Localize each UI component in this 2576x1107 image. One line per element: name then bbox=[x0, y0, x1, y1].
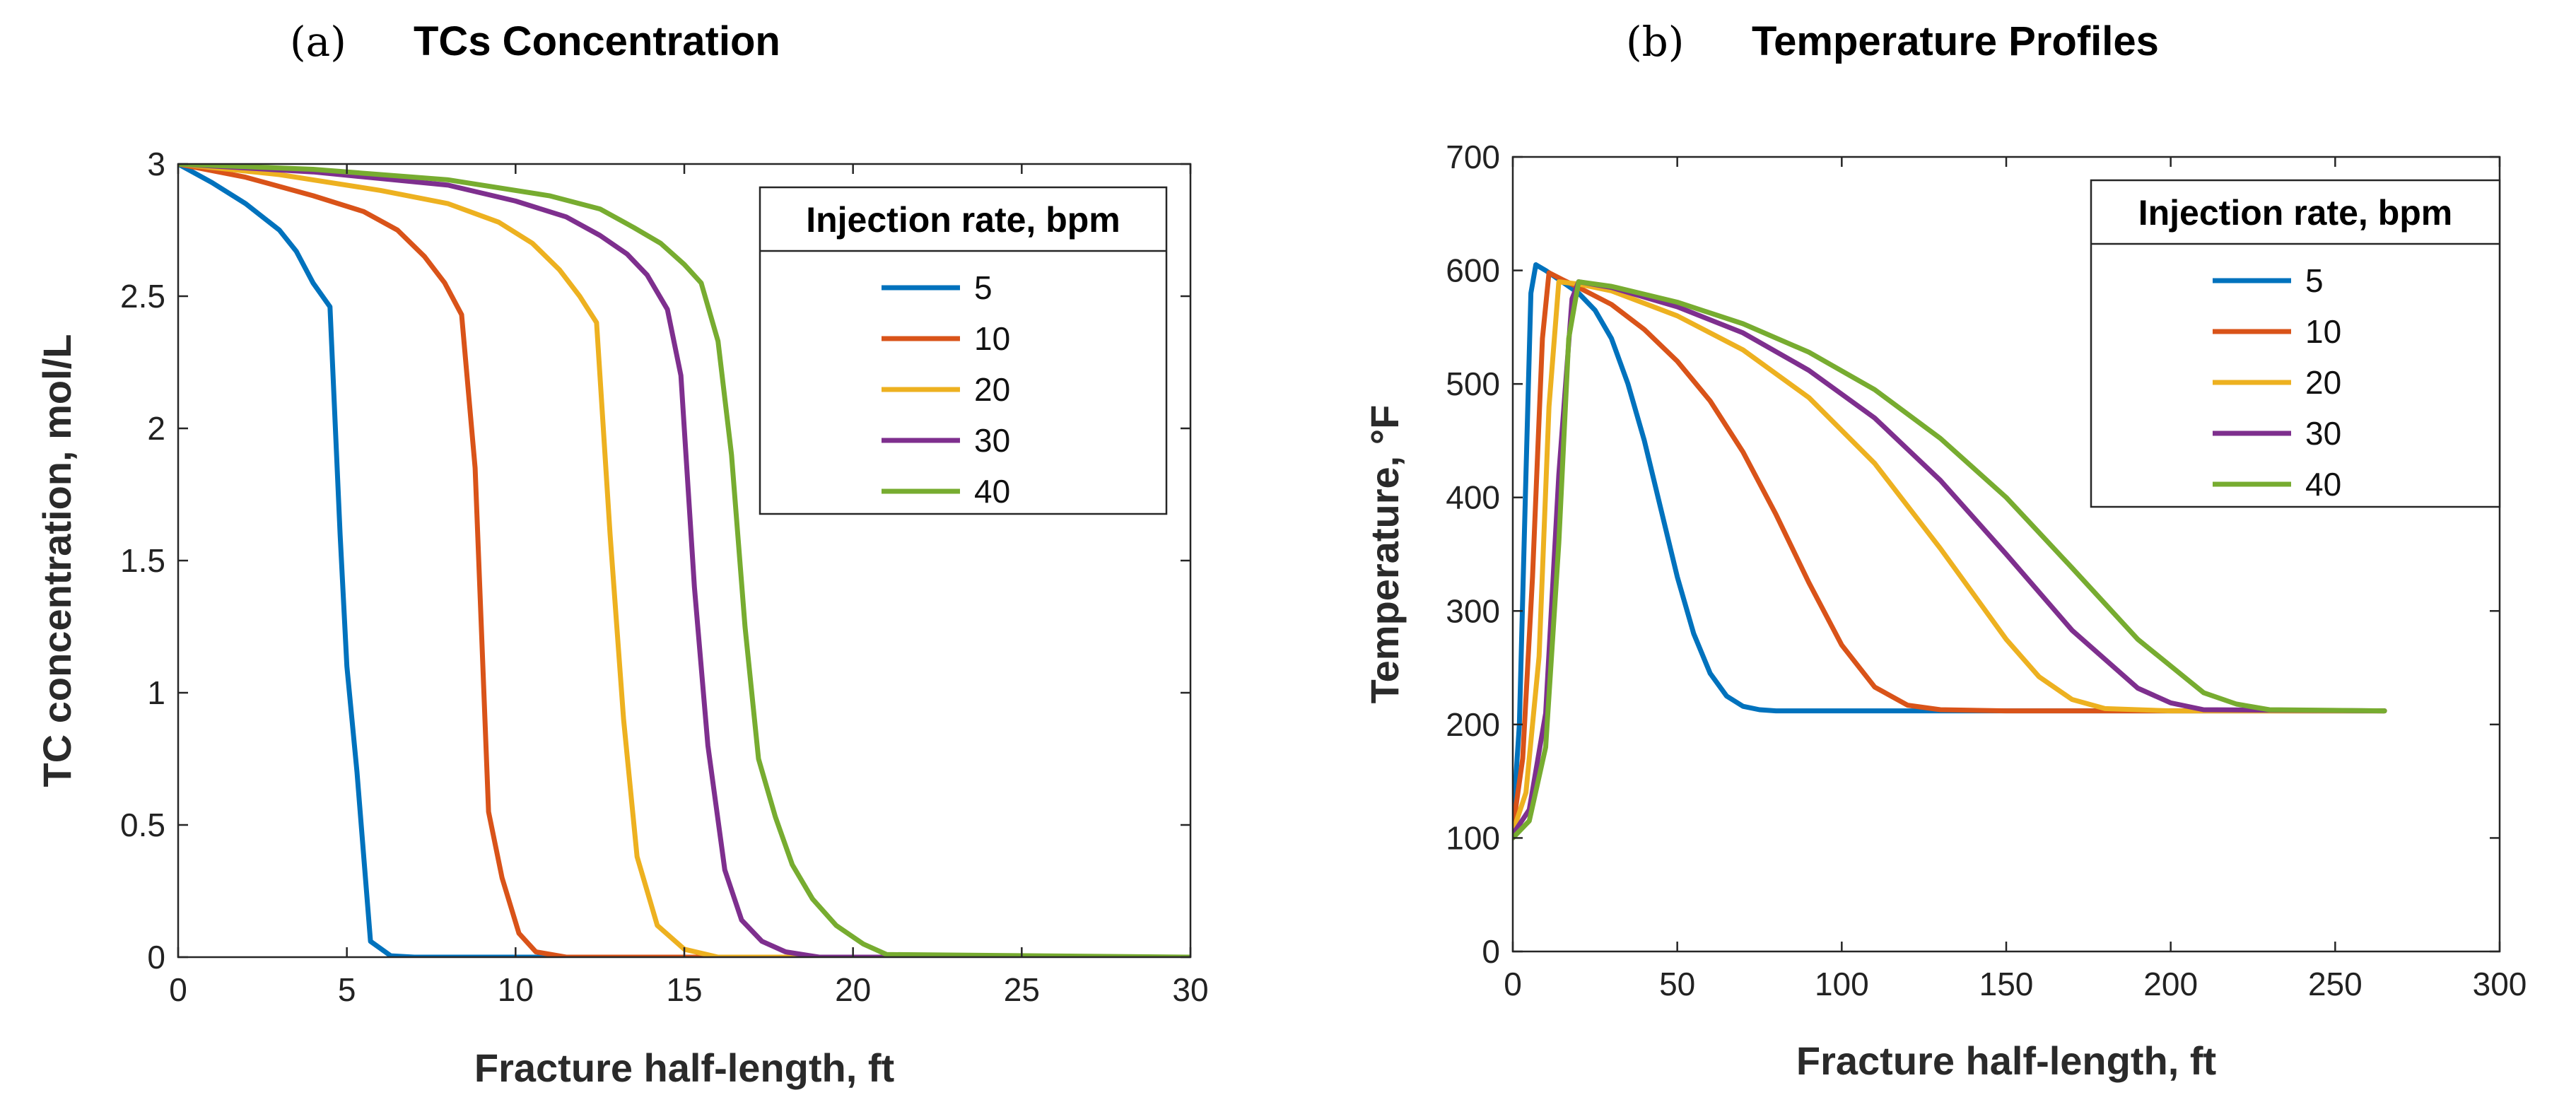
legend-entry-10: 10 bbox=[974, 320, 1010, 357]
legend-entry-40: 40 bbox=[2305, 466, 2341, 503]
x-tick-label: 100 bbox=[1815, 966, 1869, 1002]
x-tick-label: 150 bbox=[1979, 966, 2034, 1002]
legend-box bbox=[2090, 179, 2501, 508]
x-tick-label: 200 bbox=[2143, 966, 2198, 1002]
series-line-40 bbox=[1513, 279, 2387, 840]
y-tick-label: 400 bbox=[1446, 479, 1500, 516]
x-tick-label: 20 bbox=[835, 971, 871, 1008]
y-tick-label: 0.5 bbox=[120, 807, 165, 843]
series-line-30 bbox=[1513, 279, 2387, 838]
legend-entry-20: 20 bbox=[2305, 364, 2341, 401]
series-line-30 bbox=[178, 164, 1190, 957]
series-line-10 bbox=[178, 164, 1190, 957]
panel-b-title: Temperature Profiles bbox=[1752, 18, 2159, 64]
x-axis-label: Fracture half-length, ft bbox=[474, 1046, 894, 1090]
legend-entry-10: 10 bbox=[2305, 313, 2341, 350]
series-line-5 bbox=[178, 164, 1190, 957]
panel-a-title: TCs Concentration bbox=[414, 18, 780, 64]
y-tick-label: 600 bbox=[1446, 252, 1500, 289]
y-tick-label: 1 bbox=[147, 674, 165, 711]
y-tick-label: 2 bbox=[147, 410, 165, 447]
legend-entry-30: 30 bbox=[2305, 415, 2341, 452]
x-tick-label: 10 bbox=[498, 971, 534, 1008]
y-tick-label: 2.5 bbox=[120, 278, 165, 315]
y-axis-label: TC concentration, mol/L bbox=[35, 334, 79, 787]
chart-a: 0 5 10 15 20 25 30 0 0.5 1 1.5 2 2.5 3 Fracture half-l… bbox=[35, 146, 1209, 1090]
chart-b: 0 50 100 150 200 250 300 0 100 200 300 400 500 600 700… bbox=[1362, 139, 2527, 1083]
legend-title: Injection rate, bpm bbox=[2138, 193, 2453, 233]
y-tick-label: 200 bbox=[1446, 706, 1500, 743]
legend-title: Injection rate, bpm bbox=[806, 200, 1120, 240]
series-lines bbox=[178, 164, 1190, 957]
series-lines bbox=[1513, 262, 2387, 840]
series-line-40 bbox=[178, 164, 1190, 957]
legend: Injection rate, bpm 5 10 20 30 40 bbox=[2090, 179, 2501, 508]
x-tick-label: 5 bbox=[338, 971, 356, 1008]
x-tick-label: 250 bbox=[2308, 966, 2363, 1002]
panel-a-label: (a) bbox=[290, 18, 346, 66]
series-line-5 bbox=[1513, 262, 2387, 827]
y-axis-label: Temperature, °F bbox=[1362, 405, 1407, 704]
x-tick-label: 15 bbox=[666, 971, 702, 1008]
legend-entry-20: 20 bbox=[974, 371, 1010, 408]
panel-b-label: (b) bbox=[1626, 18, 1685, 66]
x-tick-label: 25 bbox=[1004, 971, 1040, 1008]
x-tick-label: 0 bbox=[169, 971, 187, 1008]
x-tick-label: 50 bbox=[1659, 966, 1695, 1002]
y-tick-label: 1.5 bbox=[120, 542, 165, 579]
y-tick-label: 3 bbox=[147, 146, 165, 182]
y-tick-label: 100 bbox=[1446, 819, 1500, 856]
y-tick-label: 300 bbox=[1446, 592, 1500, 629]
x-axis-label: Fracture half-length, ft bbox=[1796, 1038, 2216, 1083]
legend-entry-5: 5 bbox=[2305, 262, 2324, 299]
series-line-20 bbox=[178, 164, 1190, 957]
x-tick-label: 30 bbox=[1172, 971, 1208, 1008]
x-tick-label: 0 bbox=[1504, 966, 1522, 1002]
legend-entry-40: 40 bbox=[974, 473, 1010, 510]
legend-box bbox=[759, 186, 1168, 515]
x-tick-label: 300 bbox=[2473, 966, 2527, 1002]
series-line-10 bbox=[1513, 270, 2387, 832]
y-tick-label: 0 bbox=[147, 939, 165, 976]
y-tick-label: 700 bbox=[1446, 139, 1500, 175]
legend-entry-30: 30 bbox=[974, 422, 1010, 459]
series-line-20 bbox=[1513, 279, 2387, 835]
legend: Injection rate, bpm 5 10 20 30 40 bbox=[759, 186, 1168, 515]
y-tick-label: 500 bbox=[1446, 365, 1500, 402]
y-tick-label: 0 bbox=[1482, 933, 1500, 970]
legend-entry-5: 5 bbox=[974, 269, 993, 306]
